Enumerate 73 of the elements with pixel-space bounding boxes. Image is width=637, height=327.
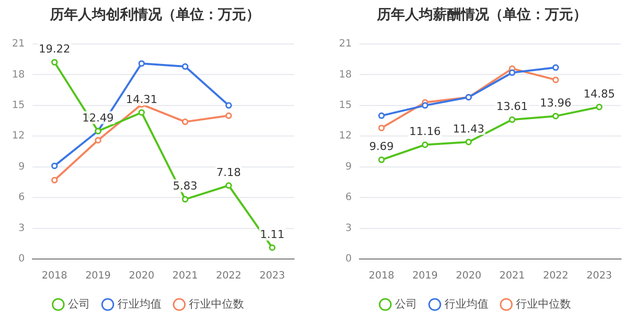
point xyxy=(138,109,145,116)
point xyxy=(225,102,232,109)
x-tick-label: 2019 xyxy=(85,270,111,282)
point xyxy=(422,141,428,148)
point xyxy=(552,64,559,71)
point xyxy=(51,176,58,184)
point xyxy=(225,182,232,189)
data-label: 1.11 xyxy=(260,228,284,241)
point xyxy=(182,118,188,126)
data-label: 12.49 xyxy=(82,111,114,124)
point xyxy=(51,162,58,170)
chart-title: 历年人均创利情况（单位：万元） xyxy=(48,6,261,25)
x-tick-label: 2020 xyxy=(456,270,482,282)
legend-label: 公司 xyxy=(394,297,417,310)
point xyxy=(51,58,58,66)
point xyxy=(465,138,472,146)
legend-label: 行业均值 xyxy=(117,297,162,310)
x-tick-label: 2021 xyxy=(172,270,198,282)
data-label: 9.69 xyxy=(369,140,394,154)
data-label: 19.22 xyxy=(38,42,70,56)
chart-title: 历年人均薪酬情况（单位：万元） xyxy=(376,6,588,25)
legend-label: 行业均值 xyxy=(444,297,488,310)
x-tick-label: 2022 xyxy=(542,270,568,282)
x-tick-label: 2018 xyxy=(42,270,68,282)
data-label: 13.96 xyxy=(540,96,572,110)
y-tick-label: 9 xyxy=(18,161,25,172)
y-tick-label: 6 xyxy=(345,192,352,204)
y-tick-label: 12 xyxy=(12,130,25,142)
point xyxy=(94,136,102,144)
y-tick-label: 18 xyxy=(338,69,352,80)
data-label: 13.61 xyxy=(496,100,528,114)
point xyxy=(378,124,385,132)
point xyxy=(268,244,276,251)
data-label: 7.18 xyxy=(216,166,241,179)
x-tick-label: 2023 xyxy=(260,270,285,282)
legend-label: 行业中位数 xyxy=(188,297,244,310)
y-tick-label: 18 xyxy=(12,69,25,80)
data-label: 14.31 xyxy=(126,92,158,106)
y-tick-label: 12 xyxy=(338,130,352,142)
point xyxy=(508,116,516,123)
x-tick-label: 2022 xyxy=(216,270,242,282)
x-tick-label: 2018 xyxy=(368,270,394,282)
y-tick-label: 9 xyxy=(345,161,352,172)
y-tick-label: 3 xyxy=(18,222,25,234)
point xyxy=(182,63,188,70)
data-label: 14.85 xyxy=(583,87,615,100)
y-tick-label: 21 xyxy=(338,38,352,50)
legend-label: 行业中位数 xyxy=(516,297,571,310)
point xyxy=(225,112,232,119)
y-tick-label: 15 xyxy=(12,100,25,112)
point xyxy=(508,69,516,76)
point xyxy=(378,156,385,164)
point xyxy=(138,60,145,67)
y-tick-label: 0 xyxy=(345,254,352,265)
data-label: 11.43 xyxy=(452,122,484,136)
y-tick-label: 0 xyxy=(18,254,25,265)
y-tick-label: 21 xyxy=(12,38,25,50)
y-tick-label: 6 xyxy=(18,192,25,204)
x-tick-label: 2023 xyxy=(586,270,612,282)
point xyxy=(596,104,602,110)
point xyxy=(378,112,385,119)
x-tick-label: 2020 xyxy=(128,270,154,282)
y-tick-label: 15 xyxy=(338,100,352,112)
point xyxy=(422,102,428,109)
point xyxy=(182,196,188,203)
point xyxy=(552,76,559,84)
x-tick-label: 2021 xyxy=(499,270,525,282)
data-label: 5.83 xyxy=(172,180,198,193)
data-label: 11.16 xyxy=(409,125,441,138)
point xyxy=(552,112,559,120)
legend-label: 公司 xyxy=(68,297,90,310)
x-tick-label: 2019 xyxy=(412,270,438,282)
y-tick-label: 3 xyxy=(345,222,352,234)
